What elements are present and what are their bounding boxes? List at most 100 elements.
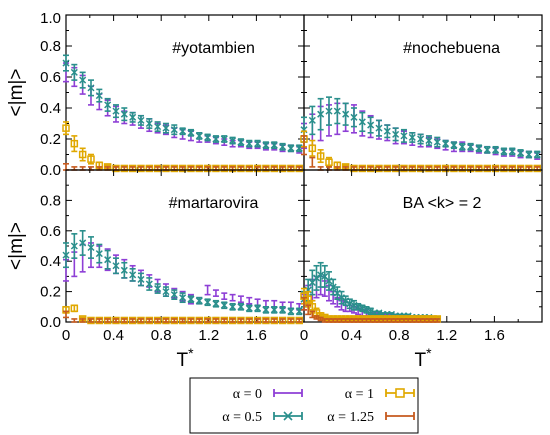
data-point bbox=[312, 264, 321, 291]
y-axis-label: <|m|> bbox=[6, 69, 27, 117]
data-point bbox=[78, 147, 87, 162]
x-axis-label: T* bbox=[176, 345, 194, 371]
data-point bbox=[237, 138, 245, 146]
data-point bbox=[316, 149, 325, 164]
data-point bbox=[442, 139, 450, 148]
y-axis-label: <|m|> bbox=[6, 222, 27, 270]
data-point bbox=[321, 264, 329, 288]
data-point bbox=[483, 145, 491, 154]
data-point bbox=[417, 133, 425, 145]
panel-title: #yotambien bbox=[172, 40, 255, 57]
data-point bbox=[212, 318, 219, 323]
data-point bbox=[137, 114, 145, 126]
data-point bbox=[245, 304, 253, 313]
data-point bbox=[170, 289, 178, 301]
y-tick-label: 0.6 bbox=[40, 223, 61, 240]
data-point bbox=[220, 301, 228, 310]
data-point bbox=[392, 127, 400, 142]
data-point bbox=[317, 97, 325, 131]
data-point bbox=[262, 318, 269, 323]
data-point bbox=[271, 318, 278, 323]
data-point bbox=[237, 302, 245, 311]
data-point bbox=[70, 135, 79, 153]
data-point bbox=[79, 230, 87, 256]
data-point bbox=[87, 153, 95, 165]
data-point bbox=[317, 261, 325, 288]
data-point bbox=[179, 292, 187, 304]
data-point bbox=[221, 292, 228, 301]
data-point bbox=[195, 132, 203, 140]
data-point bbox=[317, 316, 324, 322]
data-point bbox=[337, 290, 346, 305]
data-point bbox=[500, 147, 508, 156]
data-point bbox=[525, 150, 533, 159]
x-tick-label: 1.6 bbox=[246, 327, 267, 344]
data-point bbox=[270, 141, 278, 150]
data-point bbox=[246, 318, 253, 323]
legend-entry: α = 1 bbox=[345, 387, 415, 402]
legend-entry: α = 1.25 bbox=[327, 410, 415, 425]
x-tick-label: 0 bbox=[300, 327, 308, 344]
data-point bbox=[408, 132, 416, 143]
data-point bbox=[475, 144, 483, 153]
data-point bbox=[129, 267, 137, 282]
data-point bbox=[333, 97, 341, 125]
data-point bbox=[195, 296, 203, 305]
legend-label: α = 1.25 bbox=[327, 410, 374, 425]
data-point bbox=[254, 318, 261, 323]
data-point bbox=[308, 105, 316, 136]
series-1 bbox=[300, 96, 541, 159]
legend-label: α = 0.5 bbox=[222, 410, 262, 425]
data-point bbox=[245, 139, 253, 148]
data-point bbox=[179, 318, 186, 323]
data-point bbox=[120, 261, 128, 279]
data-point bbox=[458, 142, 466, 151]
data-point bbox=[104, 318, 111, 323]
x-tick-label: 0.8 bbox=[151, 327, 172, 344]
data-point bbox=[63, 310, 69, 319]
data-point bbox=[96, 318, 103, 323]
y-tick-label: 0.6 bbox=[40, 69, 61, 86]
data-point bbox=[104, 97, 112, 112]
data-point bbox=[301, 135, 307, 156]
data-point bbox=[262, 305, 270, 314]
data-point bbox=[270, 305, 278, 314]
data-point bbox=[237, 295, 244, 304]
data-point bbox=[87, 318, 94, 323]
data-point bbox=[87, 79, 95, 97]
legend: α = 0 α = 1 α = 0.5 α = 1.25 bbox=[189, 377, 419, 434]
series-3 bbox=[301, 296, 441, 323]
data-point bbox=[70, 63, 78, 81]
panel-title: #nochebuena bbox=[403, 40, 500, 57]
data-point bbox=[63, 163, 69, 171]
data-point bbox=[296, 318, 303, 323]
data-point bbox=[129, 318, 136, 323]
legend-entry: α = 0 bbox=[233, 387, 303, 402]
data-point bbox=[62, 121, 70, 136]
x-tick-label: 0.8 bbox=[389, 327, 410, 344]
data-point bbox=[287, 307, 295, 316]
data-point bbox=[95, 88, 103, 103]
data-point bbox=[220, 135, 228, 143]
data-point bbox=[262, 299, 269, 308]
panel-2: #martarovira bbox=[62, 169, 305, 325]
data-point bbox=[229, 318, 236, 323]
data-point bbox=[467, 142, 475, 151]
data-point bbox=[87, 236, 95, 259]
data-point bbox=[120, 107, 128, 122]
series-1 bbox=[62, 230, 303, 316]
data-point bbox=[95, 243, 103, 264]
x-tick-label: 1.2 bbox=[436, 327, 457, 344]
panel-3: BA <k> = 2 bbox=[300, 169, 543, 323]
data-point bbox=[309, 310, 316, 319]
x-tick-label: 0 bbox=[62, 327, 70, 344]
series-0 bbox=[63, 62, 303, 154]
panel-title: #martarovira bbox=[169, 195, 259, 212]
data-point bbox=[425, 135, 433, 146]
panel-1: #nochebuena bbox=[300, 14, 543, 173]
data-point bbox=[204, 318, 211, 323]
series-1 bbox=[62, 54, 303, 153]
data-point bbox=[342, 102, 350, 126]
data-point bbox=[375, 119, 383, 137]
data-point bbox=[533, 150, 541, 159]
